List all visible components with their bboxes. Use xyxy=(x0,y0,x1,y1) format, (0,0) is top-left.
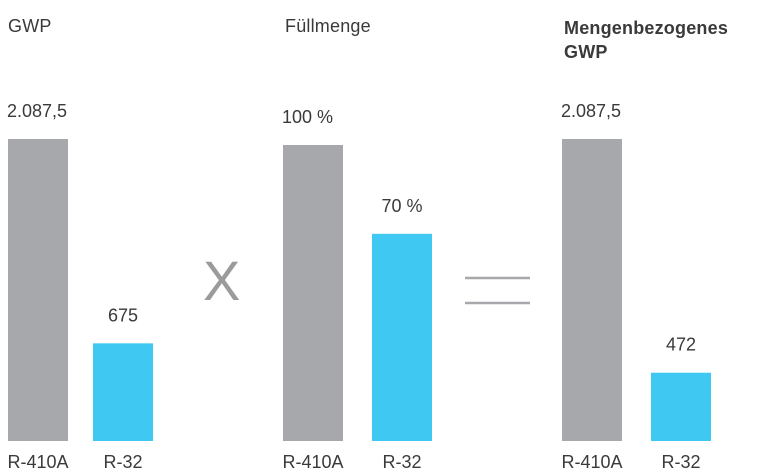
chart3-title: Mengenbezogenes GWP xyxy=(564,18,729,62)
multiply-operator: X xyxy=(203,249,241,312)
chart1-value-label-r-32: 675 xyxy=(108,305,138,325)
chart1-category-label-r-410a: R-410A xyxy=(7,452,68,472)
chart2-category-label-r-32: R-32 xyxy=(382,452,421,472)
chart3-value-label-r-32: 472 xyxy=(666,335,696,355)
chart1-bar-r-410a xyxy=(8,139,68,441)
chart1-title: GWP xyxy=(8,16,52,36)
chart3-category-label-r-410a: R-410A xyxy=(561,452,622,472)
chart2-value-label-r-410a: 100 % xyxy=(282,107,333,127)
chart1-value-label-r-410a: 2.087,5 xyxy=(7,101,67,121)
chart2-title: Füllmenge xyxy=(285,16,371,36)
chart3-value-label-r-410a: 2.087,5 xyxy=(561,101,621,121)
chart3-bar-r-410a xyxy=(562,139,622,441)
chart1-category-label-r-32: R-32 xyxy=(103,452,142,472)
chart2-value-label-r-32: 70 % xyxy=(381,196,422,216)
chart3-bar-r-32 xyxy=(651,372,711,441)
chart3-category-label-r-32: R-32 xyxy=(661,452,700,472)
chart1-bar-r-32 xyxy=(93,343,153,441)
chart2-category-label-r-410a: R-410A xyxy=(282,452,343,472)
chart2-bar-r-32 xyxy=(372,233,432,441)
chart2-bar-r-410a xyxy=(283,145,343,441)
